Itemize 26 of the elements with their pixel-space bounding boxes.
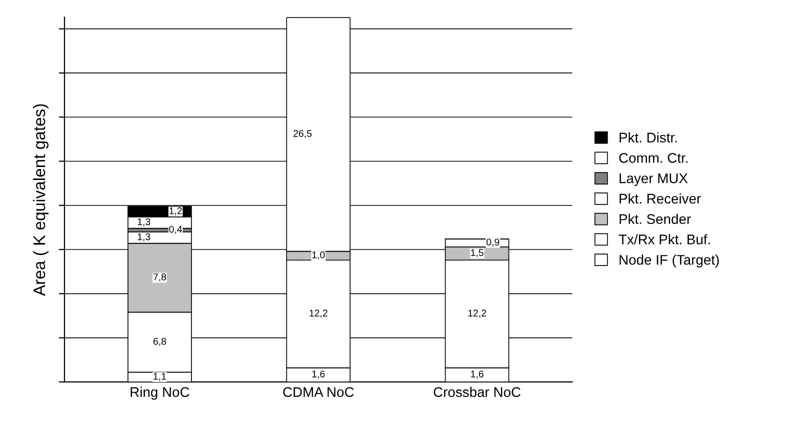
legend-label: Pkt. Distr. [620, 132, 677, 142]
x-tick-label: Crossbar NoC [434, 386, 521, 397]
legend-label: Pkt. Sender [620, 214, 691, 224]
legend-label: Comm. Ctr. [619, 153, 688, 163]
data-label: 1,6 [471, 370, 484, 379]
data-label: 0,4 [169, 226, 182, 234]
legend-label: Node IF (Target) [620, 254, 719, 268]
data-label: 1,0 [312, 251, 325, 260]
x-tick-label: Ring NoC [130, 386, 190, 400]
data-label: 1,6 [312, 370, 325, 379]
data-label: 7,8 [153, 273, 166, 282]
data-label: 1,1 [154, 372, 166, 381]
data-label: 0,9 [486, 238, 500, 247]
data-label: 12,2 [310, 310, 328, 318]
x-tick-label: CDMA NoC [283, 387, 354, 397]
data-label: 1,2 [170, 207, 182, 216]
legend-label: Layer MUX [620, 174, 688, 186]
y-axis-title: Area ( K equivalent gates) [32, 104, 49, 296]
data-label: 26,5 [294, 130, 312, 138]
data-label: 6,8 [153, 338, 166, 346]
legend-label: Tx/Rx Pkt. Buf. [618, 234, 710, 244]
data-label: 12,2 [468, 310, 486, 318]
data-label: 1,3 [138, 233, 150, 242]
data-label: 1,3 [138, 218, 150, 226]
legend-label: Pkt. Receiver [620, 193, 701, 204]
data-label: 1,5 [471, 249, 484, 258]
